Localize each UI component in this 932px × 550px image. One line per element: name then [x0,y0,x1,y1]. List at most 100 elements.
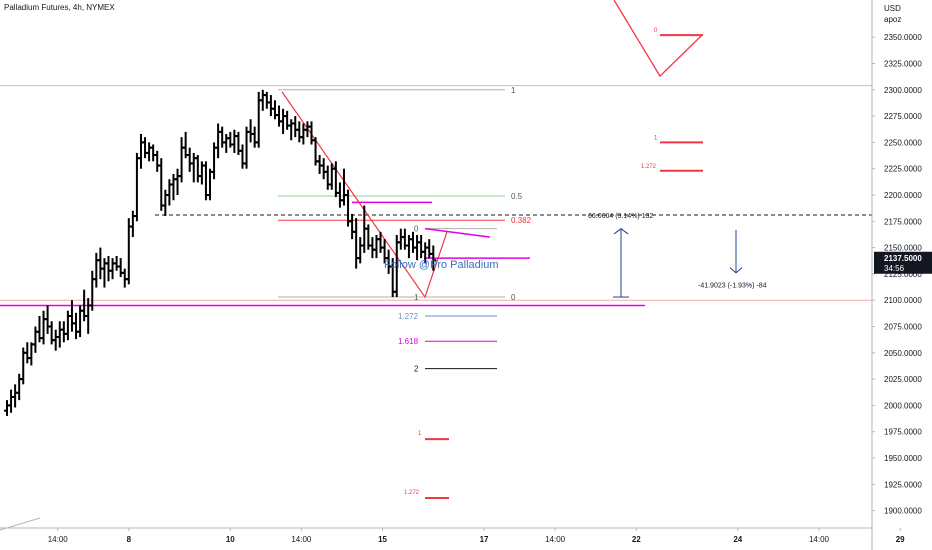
fib-retracement-label: 0.5 [511,192,523,201]
y-tick-label: 1900.0000 [884,507,922,516]
measure-down-label: -41.9023 (-1.93%) -84 [698,283,767,290]
fib-extension-label: 1.618 [398,337,419,346]
x-tick-label: 14:00 [48,535,69,544]
y-tick-label: 2000.0000 [884,401,922,410]
ohlc-bar [97,247,104,280]
watermark-text: Follow @Pro Palladium [384,259,499,271]
ohlc-bar [267,95,274,117]
ohlc-bar [296,121,303,143]
ohlc-bar [304,121,311,138]
fib-retracement-label: 1 [511,86,516,95]
ohlc-bar [125,218,132,285]
chart-title: Palladium Futures, 4h, NYMEX [4,3,115,12]
ohlc-bar [85,298,92,334]
ohlc-bar [52,329,59,351]
ohlc-bar [243,126,250,169]
ohlc-bar [4,400,10,416]
measure-down-head [729,267,743,274]
x-tick-label: 29 [896,535,905,544]
ohlc-bar [121,268,128,288]
fib-extension-label: 1 [414,293,419,302]
ohlc-bar [239,144,246,169]
y-tick-label: 2150.0000 [884,244,922,253]
ohlc-bar [174,168,181,195]
ohlc-bar [194,155,201,183]
ohlc-bar [320,158,327,180]
measure-up-head [613,228,629,235]
target-label: 1.272 [641,164,657,170]
ohlc-bar [284,110,291,130]
ohlc-bar [259,89,266,111]
x-tick-label: 10 [226,535,235,544]
ohlc-bar [263,91,270,109]
right-pattern-line [613,0,704,78]
ohlc-bar [223,133,230,153]
y-tick-label: 2275.0000 [884,112,922,121]
ohlc-bar [129,210,136,238]
x-tick-label: 15 [378,535,387,544]
x-tick-label: 8 [127,535,132,544]
y-tick-label: 2325.0000 [884,60,922,69]
ohlc-bar [276,105,283,127]
target-label: 0 [654,28,658,34]
y-tick-label: 2225.0000 [884,165,922,174]
ohlc-bar [247,119,254,143]
ohlc-bar [40,310,47,345]
x-tick-label: 17 [480,535,489,544]
ohlc-bar [251,126,258,148]
zigzag-line [281,91,448,299]
y-tick-label: 2075.0000 [884,323,922,332]
ohlc-bar [150,144,157,162]
ohlc-bar [109,258,116,280]
y-tick-label: 1975.0000 [884,428,922,437]
candle-countdown-label: 34:56 [884,264,905,273]
measure-up-label: 66.0604 (3.14%) 132 [588,213,653,220]
ohlc-bar [142,137,149,159]
trend-line-faint [0,517,41,531]
axis-currency-label: USD [884,4,901,13]
ohlc-bar [271,100,278,120]
ohlc-bar [73,312,80,340]
ohlc-bar [44,305,51,334]
price-tag-bg [874,251,932,274]
y-tick-label: 2100.0000 [884,296,922,305]
current-price-label: 2137.5000 [884,254,922,263]
ohlc-bar [207,168,213,201]
ohlc-bar [292,116,299,138]
fib-extension-label: 2 [414,365,419,374]
ohlc-bar [414,234,421,261]
y-tick-label: 2200.0000 [884,191,922,200]
y-tick-label: 2250.0000 [884,138,922,147]
y-tick-label: 2350.0000 [884,33,922,42]
ohlc-bar [162,189,169,217]
x-tick-label: 14:00 [291,535,312,544]
ohlc-bar [430,245,437,271]
ohlc-bar [8,389,15,413]
ohlc-bar [426,239,433,259]
ohlc-bar [166,179,173,206]
y-tick-label: 2125.0000 [884,270,922,279]
ohlc-bar [28,342,35,366]
x-tick-label: 14:00 [809,535,830,544]
ohlc-bar [24,342,31,364]
measure-up-group [613,228,629,298]
ohlc-bar [178,137,185,183]
ohlc-bar [377,231,384,253]
target-label: 1.272 [404,490,420,496]
ohlc-bar [280,108,287,134]
ohlc-bar [146,142,153,162]
target-label: 1 [418,431,422,437]
ohlc-bar [231,129,238,153]
ohlc-bar [357,237,364,264]
ohlc-bar [56,321,63,348]
ohlc-bar [93,252,100,288]
y-tick-label: 2025.0000 [884,375,922,384]
axis-unit-label: apoz [884,15,901,24]
ohlc-bar [170,173,177,201]
x-tick-label: 22 [632,535,641,544]
fib-retracement-label: 0 [511,293,516,302]
y-tick-label: 1950.0000 [884,454,922,463]
ohlc-bar [418,234,425,259]
